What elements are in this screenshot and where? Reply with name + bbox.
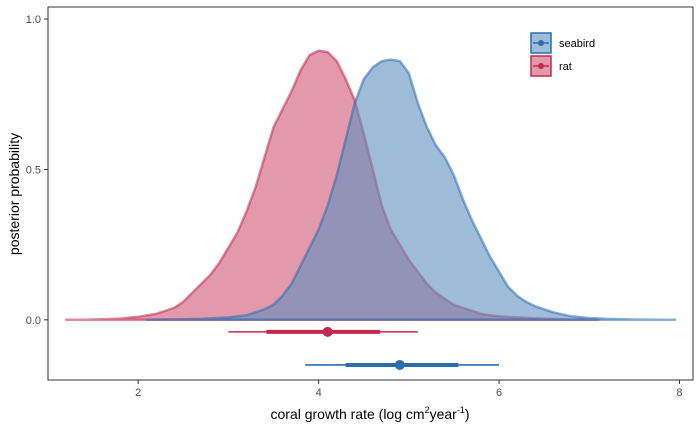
density-area-seabird xyxy=(145,58,677,322)
panel-border xyxy=(47,6,694,381)
x-axis-title: coral growth rate (log cm2year-1) xyxy=(271,405,470,422)
axis-layer: 2 4 6 8 0.0 0.5 1.0 xyxy=(26,14,683,399)
x-tick-label: 8 xyxy=(676,387,682,399)
interval-layer xyxy=(228,326,500,370)
y-tick-label: 0.5 xyxy=(26,164,41,176)
series-layer xyxy=(64,49,677,322)
legend-item-rat: rat xyxy=(530,55,572,77)
median-point-seabird xyxy=(394,359,405,370)
legend-key-point-seabird xyxy=(538,40,544,46)
x-tick-label: 4 xyxy=(316,387,322,399)
x-axis-title-superscript-cm: 2 xyxy=(425,405,430,415)
legend: seabird rat xyxy=(530,32,595,77)
legend-label-seabird: seabird xyxy=(559,38,595,50)
median-point-rat xyxy=(322,326,333,337)
legend-key-point-rat xyxy=(538,63,544,69)
y-tick-label: 0.0 xyxy=(26,315,41,327)
y-tick-label: 1.0 xyxy=(26,14,41,26)
legend-label-rat: rat xyxy=(559,61,572,73)
x-tick-label: 6 xyxy=(496,387,502,399)
x-axis-title-year: year xyxy=(430,406,458,422)
x-axis-title-close: ) xyxy=(465,406,470,422)
x-axis-title-main: coral growth rate (log cm xyxy=(271,406,425,422)
x-axis-title-superscript-year: -1 xyxy=(457,405,465,415)
x-tick-label: 2 xyxy=(135,387,141,399)
y-axis-title: posterior probability xyxy=(6,133,22,255)
legend-item-seabird: seabird xyxy=(530,32,595,54)
